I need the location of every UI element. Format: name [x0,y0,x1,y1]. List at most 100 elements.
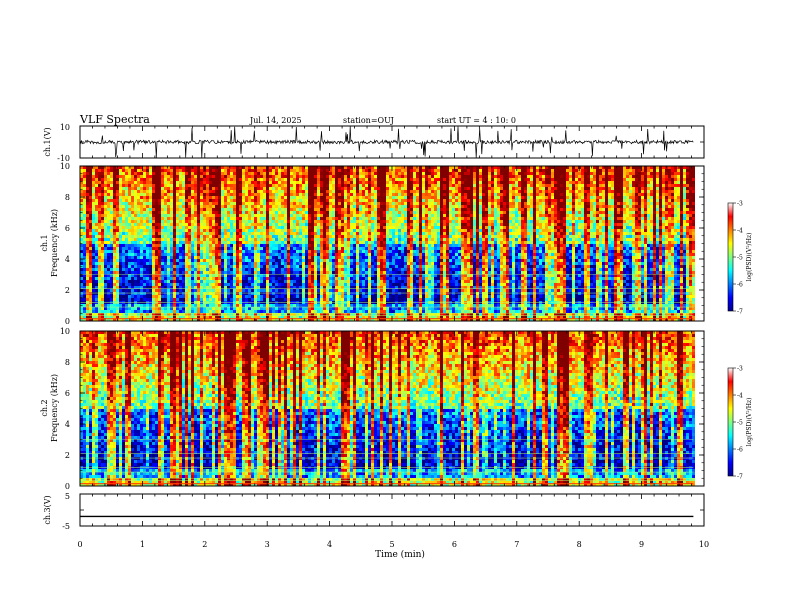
ch1-spectrogram-cell [173,193,176,196]
ch1-spectrogram-cell [350,190,353,193]
ch1-spectrogram-cell [110,187,113,190]
ch1-spectrogram-cell [290,184,293,187]
ch1-spectrogram-cell [305,208,308,211]
ch1-spectrogram-cell [290,310,293,313]
ch1-spectrogram-cell [230,187,233,190]
ch1-spectrogram-cell [212,175,215,178]
ch1-spectrogram-cell [350,184,353,187]
ch1-spectrogram-cell [188,175,191,178]
ch1-spectrogram-cell [356,244,359,247]
ch1-spectrogram-cell [329,196,332,199]
ch1-spectrogram-cell [305,223,308,226]
ch1-spectrogram-cell [206,229,209,232]
ch1-spectrogram-cell [83,253,86,256]
ch1-spectrogram-cell [284,187,287,190]
ch1-spectrogram-cell [143,253,146,256]
ch1-spectrogram-cell [284,172,287,175]
ch1-spectrogram-cell [230,214,233,217]
ch1-spectrogram-cell [86,199,89,202]
ch1-spectrogram-cell [80,292,83,295]
ch1-spectrogram-cell [113,217,116,220]
ch1-spectrogram-cell [299,238,302,241]
ch1-spectrogram-cell [266,274,269,277]
ch1-spectrogram-cell [134,283,137,286]
ch1-spectrogram-cell [170,229,173,232]
ch1-spectrogram-cell [197,172,200,175]
ch1-spectrogram-cell [356,268,359,271]
ch1-spectrogram-cell [239,217,242,220]
ch1-spectrogram-cell [215,169,218,172]
ch1-spectrogram-cell [245,175,248,178]
ch1-spectrogram-cell [119,286,122,289]
ch1-spectrogram-cell [206,190,209,193]
ch1-spectrogram-cell [230,166,233,169]
ch1-spectrogram-cell [314,319,317,321]
ch1-spectrogram-cell [155,247,158,250]
ch1-spectrogram-cell [80,181,83,184]
ch1-spectrogram-cell [209,319,212,321]
ch1-spectrogram-cell [194,175,197,178]
ch1-spectrogram-cell [245,220,248,223]
ch1-spectrogram-cell [305,199,308,202]
ch1-spectrogram-cell [242,277,245,280]
ch1-spectrogram-cell [107,229,110,232]
ch1-spectrogram-cell [83,175,86,178]
ch1-spectrogram-cell [185,295,188,298]
ch1-spectrogram-cell [317,178,320,181]
ch1-spectrogram-cell [194,232,197,235]
ch1-spectrogram-cell [329,310,332,313]
ch1-spectrogram-cell [221,268,224,271]
ch1-spectrogram-cell [347,193,350,196]
ch1-spectrogram-cell [245,265,248,268]
ch1-spectrogram-cell [110,262,113,265]
ch1-spectrogram-cell [95,211,98,214]
ch1-spectrogram-cell [353,217,356,220]
ch1-spectrogram-cell [359,244,362,247]
ch1-spectrogram-cell [182,178,185,181]
ch1-spectrogram-cell [146,271,149,274]
ch1-spectrogram-cell [251,304,254,307]
ch1-spectrogram-cell [224,220,227,223]
ch1-spectrogram-cell [107,241,110,244]
ch1-spectrogram-cell [104,190,107,193]
ch1-spectrogram-cell [107,253,110,256]
ch1-spectrogram-cell [314,292,317,295]
ch1-spectrogram-cell [338,235,341,238]
ch1-spectrogram-cell [317,247,320,250]
ch1-spectrogram-cell [209,199,212,202]
ch1-spectrogram-cell [92,187,95,190]
ch1-spectrogram-cell [83,172,86,175]
ch1-spectrogram-cell [329,289,332,292]
ch1-spectrogram-cell [104,205,107,208]
ch1-spectrogram-cell [206,226,209,229]
ch1-spectrogram-cell [341,316,344,319]
ch1-spectrogram-cell [137,199,140,202]
ch1-spectrogram-cell [245,256,248,259]
ch1-spectrogram-cell [263,214,266,217]
ch1-spectrogram-cell [221,196,224,199]
ch1-spectrogram-cell [212,235,215,238]
ch1-spectrogram-cell [110,232,113,235]
ch1-spectrogram-cell [356,181,359,184]
ch1-spectrogram-cell [170,298,173,301]
ch1-spectrogram-cell [332,202,335,205]
ch1-spectrogram-cell [338,316,341,319]
ch1-spectrogram-cell [293,184,296,187]
ch1-spectrogram-cell [155,241,158,244]
ch1-spectrogram-cell [113,199,116,202]
ch1-spectrogram-cell [125,277,128,280]
ch1-spectrogram-cell [350,295,353,298]
ch1-spectrogram-cell [173,214,176,217]
ch1-spectrogram-cell [164,217,167,220]
ch1-spectrogram-cell [86,211,89,214]
ch1-spectrogram-cell [155,310,158,313]
ch1-spectrogram-cell [248,295,251,298]
ch1-spectrogram-cell [272,271,275,274]
ch1-spectrogram-cell [122,208,125,211]
ch1-spectrogram-cell [116,238,119,241]
ch1-spectrogram-cell [233,289,236,292]
ch1-spectrogram-cell [227,277,230,280]
ch1-spectrogram-cell [113,298,116,301]
ch1-spectrogram-cell [257,283,260,286]
ch1-spectrogram-cell [224,265,227,268]
